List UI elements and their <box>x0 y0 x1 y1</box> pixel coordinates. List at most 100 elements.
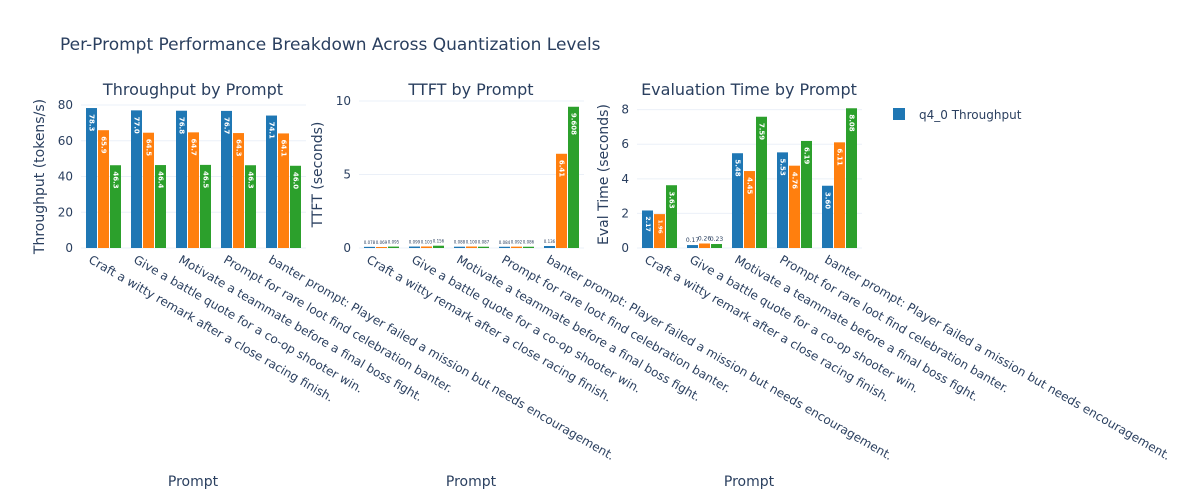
bar-s1-c4 <box>499 246 510 248</box>
bar-s3-c2 <box>155 165 166 248</box>
y-tick-label: 4 <box>621 172 629 186</box>
legend-swatch <box>893 108 905 120</box>
bar-s2-c5 <box>556 153 567 248</box>
data-label: 9.608 <box>570 113 578 135</box>
data-label: 6.41 <box>558 160 566 177</box>
y-axis-title: TTFT (seconds) <box>310 122 326 229</box>
data-label: 0.095 <box>388 240 400 245</box>
data-label: 6.19 <box>803 147 811 164</box>
bar-s1-c3 <box>454 246 465 248</box>
x-axis-title: Prompt <box>446 474 497 490</box>
bar-s2-c5 <box>834 142 845 248</box>
data-label: 8.08 <box>848 114 856 131</box>
bar-s2-c2 <box>699 243 710 248</box>
x-axis-title: Prompt <box>168 474 219 490</box>
data-label: 0.069 <box>376 240 388 245</box>
y-tick-label: 5 <box>343 168 351 182</box>
data-label: 0.092 <box>511 240 523 245</box>
bar-s1-c5 <box>822 185 833 248</box>
legend: q4_0 Throughput <box>893 108 1022 122</box>
bar-s2-c5 <box>278 133 289 248</box>
data-label: 3.60 <box>824 192 832 209</box>
data-label: 64.3 <box>235 139 243 156</box>
bar-s1-c5 <box>266 115 277 248</box>
data-label: 78.3 <box>88 114 96 131</box>
subplot-3: 0 2 4 6 8 Evaluation Time by Prompt Eval Time … <box>596 80 1173 490</box>
data-label: 64.1 <box>280 140 288 157</box>
y-tick-label: 20 <box>58 205 73 219</box>
bar-s1-c2 <box>409 246 420 248</box>
data-label: 0.100 <box>466 240 478 245</box>
data-label: 0.136 <box>544 239 556 244</box>
data-label: 46.4 <box>157 171 165 188</box>
data-label: 46.3 <box>247 171 255 188</box>
bar-s3-c3 <box>200 164 211 248</box>
bar-s3-c2 <box>711 244 722 248</box>
bar-s2-c4 <box>511 246 522 248</box>
bar-s1-c4 <box>777 152 788 248</box>
y-tick-label: 40 <box>58 170 73 184</box>
y-tick-label: 60 <box>58 134 73 148</box>
data-label: 4.76 <box>791 172 799 189</box>
data-label: 7.59 <box>758 123 766 140</box>
bar-s2-c3 <box>744 171 755 248</box>
subplot-title: TTFT by Prompt <box>407 80 533 99</box>
bar-s2-c2 <box>143 132 154 248</box>
figure-title: Per-Prompt Performance Breakdown Across … <box>60 35 601 55</box>
bar-s2-c4 <box>233 133 244 248</box>
bar-s3-c1 <box>110 165 121 248</box>
data-label: 0.087 <box>478 240 490 245</box>
data-label: 0.156 <box>433 239 445 244</box>
data-label: 46.5 <box>202 171 210 188</box>
bar-s2-c1 <box>98 130 109 248</box>
data-label: 0.088 <box>454 240 466 245</box>
data-label: 64.7 <box>190 138 198 155</box>
bar-s1-c5 <box>544 246 555 248</box>
data-label: 4.45 <box>746 177 754 194</box>
data-label: 0.17 <box>686 237 700 244</box>
data-label: 46.0 <box>292 172 300 189</box>
y-tick-label: 6 <box>621 137 629 151</box>
data-label: 0.26 <box>698 236 712 243</box>
data-label: 65.9 <box>100 136 108 153</box>
bar-s3-c3 <box>478 246 489 248</box>
bar-s3-c5 <box>568 106 579 249</box>
bar-s1-c1 <box>364 246 375 248</box>
bar-s3-c5 <box>846 108 857 249</box>
y-tick-label: 2 <box>621 206 629 220</box>
legend-label: q4_0 Throughput <box>919 108 1022 122</box>
data-label: 3.63 <box>668 191 676 208</box>
data-label: 46.3 <box>112 171 120 188</box>
data-label: 6.11 <box>836 148 844 165</box>
bar-s1-c1 <box>642 210 653 248</box>
bar-s3-c4 <box>801 140 812 248</box>
data-label: 77.0 <box>133 116 141 133</box>
data-label: 0.084 <box>499 240 511 245</box>
y-tick-label: 8 <box>621 103 629 117</box>
data-label: 0.103 <box>421 239 433 244</box>
bar-s2-c2 <box>421 246 432 248</box>
bar-s1-c3 <box>176 110 187 248</box>
x-axis-title: Prompt <box>724 474 775 490</box>
data-label: 5.53 <box>779 158 787 175</box>
y-tick-label: 10 <box>336 94 351 108</box>
bar-s1-c1 <box>86 108 97 248</box>
bar-s1-c2 <box>131 110 142 248</box>
subplot-title: Evaluation Time by Prompt <box>641 80 857 99</box>
bar-s2-c1 <box>654 214 665 248</box>
data-label: 0.099 <box>409 240 421 245</box>
y-axis-title: Eval Time (seconds) <box>596 104 612 245</box>
data-label: 76.8 <box>178 117 186 134</box>
data-label: 1.96 <box>657 220 663 234</box>
bar-s2-c3 <box>188 132 199 248</box>
y-tick-label: 0 <box>65 241 73 255</box>
bar-s3-c2 <box>433 245 444 248</box>
bar-s1-c2 <box>687 245 698 248</box>
bar-s3-c3 <box>756 116 767 249</box>
subplot-title: Throughput by Prompt <box>102 80 283 99</box>
data-label: 5.48 <box>734 159 742 176</box>
y-axis-title: Throughput (tokens/s) <box>32 99 48 255</box>
data-label: 2.17 <box>644 216 651 231</box>
bar-s1-c3 <box>732 153 743 248</box>
